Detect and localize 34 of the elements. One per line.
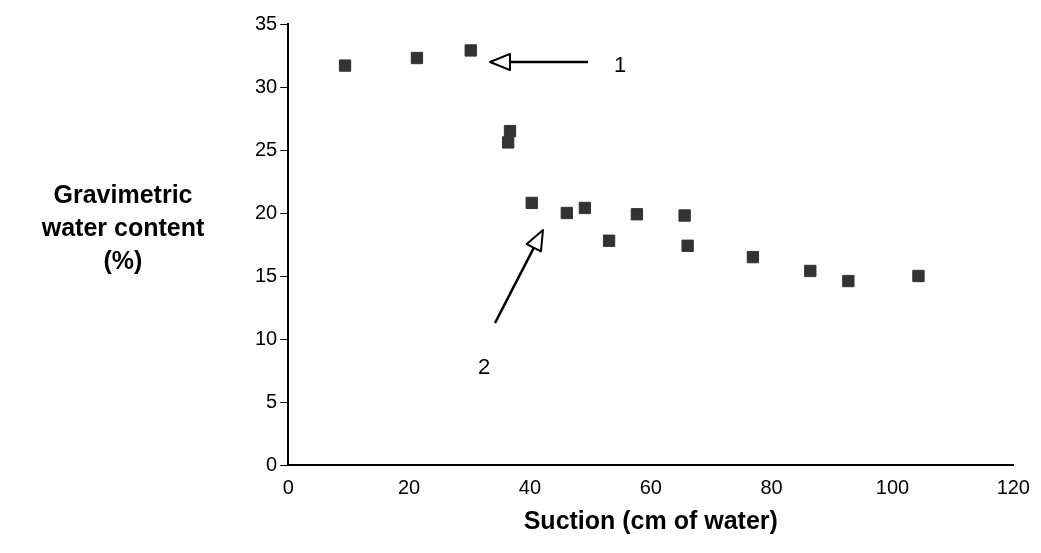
x-tick-label: 100 [875,475,910,498]
y-tick-label: 5 [266,389,278,412]
point [602,234,616,247]
y-tick-label: 10 [255,326,278,349]
x-tick-label: 0 [282,475,294,498]
y-tick-label: 25 [255,137,278,160]
point [842,274,855,288]
x-tick-label: 80 [760,475,783,498]
point [464,44,477,57]
y-tick-label: 20 [255,200,278,223]
point [804,264,817,278]
point [410,51,424,65]
point [746,250,760,264]
y-tick-label: 15 [255,263,278,286]
point [912,269,925,283]
point [678,209,691,222]
point [502,136,515,149]
x-tick-label: 20 [397,475,421,498]
point [681,239,694,252]
y-tick-label: 35 [255,11,278,34]
y-tick-label: 30 [255,74,278,97]
x-tick-label: 40 [518,475,542,498]
y-tick-label: 0 [266,452,278,475]
y-axis-title: Gravimetric water content (%) [40,179,206,276]
x-tick-label: 60 [639,475,662,498]
x-axis-title: Suction (cm of water) [523,505,778,534]
point [525,196,538,210]
point [560,206,573,220]
point [578,201,592,215]
x-tick-label: 120 [996,475,1030,498]
point [630,208,644,221]
annotation: 2 [476,354,492,380]
annotation: 1 [612,52,628,78]
point [338,59,352,72]
